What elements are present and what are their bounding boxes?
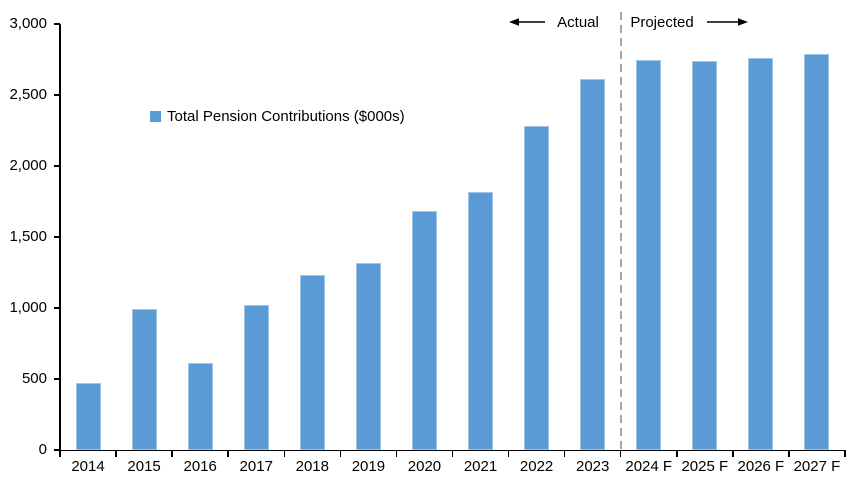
x-tick-label: 2022 [519,458,554,475]
y-tick [53,378,60,380]
x-tick-label: 2027 F [793,458,841,475]
x-tick-label: 2021 [463,458,498,475]
x-tick [619,450,622,457]
x-tick-label: 2024 F [625,458,673,475]
y-tick [53,307,60,309]
bar-2023 [580,79,606,450]
x-tick-label: 2014 [71,458,105,475]
bar-2020 [411,211,437,450]
bar-2024-f [636,59,662,450]
x-tick-label: 2017 [239,458,273,475]
bar-2025-f [692,60,718,450]
x-tick-label: 2015 [127,458,161,475]
x-tick [283,450,286,457]
x-tick [732,450,734,457]
bar-2019 [355,262,381,450]
x-tick-label: 2016 [183,458,217,475]
y-tick-label: 500 [21,370,47,387]
x-tick-label: 2019 [351,458,386,475]
legend-marker-icon [150,111,161,122]
x-tick [59,450,61,457]
x-tick-label: 2025 F [681,458,729,475]
y-tick-label: 2,500 [9,86,47,103]
bar-2018 [299,275,325,450]
x-tick-label: 2023 [575,458,610,475]
bar-2021 [468,191,494,450]
y-tick-label: 3,000 [9,15,47,32]
x-tick [844,450,846,457]
bar-2017 [243,305,269,450]
x-tick [395,450,398,457]
x-tick [339,450,342,457]
actual-label: Actual [557,14,599,31]
bar-2015 [131,309,157,450]
y-tick-label: 0 [38,441,47,458]
x-tick-label: 2020 [407,458,442,475]
y-tick [53,23,60,25]
x-tick [171,450,173,457]
bar-2014 [75,383,101,450]
y-tick [53,165,60,167]
y-tick-label: 1,500 [9,228,47,245]
x-tick-label: 2026 F [737,458,785,475]
x-tick [115,450,117,457]
y-tick-label: 2,000 [9,157,47,174]
projected-arrow-icon [707,18,748,26]
bar-2022 [524,126,550,450]
y-tick [53,449,60,451]
y-tick [53,94,60,96]
actual-projected-divider [619,12,622,450]
x-tick [451,450,454,457]
bar-2026-f [748,58,774,450]
y-tick-label: 1,000 [9,299,47,316]
x-tick [507,450,510,457]
x-tick [563,450,566,457]
legend: Total Pension Contributions ($000s) [150,108,405,125]
projected-label: Projected [630,14,694,31]
bar-2027-f [804,53,830,450]
x-tick [227,450,229,457]
actual-arrow-icon [509,18,545,26]
x-tick-label: 2018 [295,458,329,475]
x-tick [788,450,790,457]
legend-label: Total Pension Contributions ($000s) [167,108,405,125]
bar-2016 [187,363,213,450]
y-tick [53,236,60,238]
x-tick [676,450,678,457]
